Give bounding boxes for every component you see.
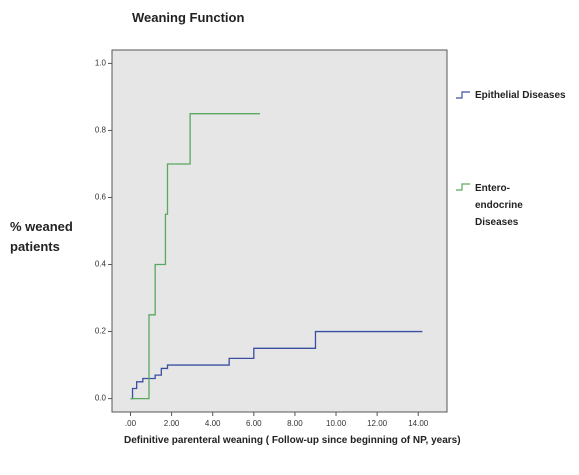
y-axis-label: % weaned patients bbox=[10, 219, 73, 254]
series-line bbox=[130, 113, 260, 400]
legend-label: Entero-endocrine Diseases bbox=[475, 183, 523, 228]
legend-marker bbox=[456, 91, 470, 99]
x-tick-label: 8.00 bbox=[287, 419, 303, 428]
plot-area bbox=[111, 49, 448, 413]
y-tick-label: 0.8 bbox=[95, 126, 107, 135]
x-tick-label: 12.00 bbox=[367, 419, 388, 428]
x-tick-label: 14.00 bbox=[408, 419, 429, 428]
y-tick-label: 0.2 bbox=[95, 327, 107, 336]
y-tick-label: 0.6 bbox=[95, 193, 107, 202]
series-line bbox=[130, 330, 423, 400]
x-tick-label: .00 bbox=[125, 419, 137, 428]
x-axis-label: Definitive parenteral weaning ( Follow-u… bbox=[124, 435, 461, 446]
legend-label: Epithelial Diseases bbox=[475, 90, 566, 101]
y-tick-label: 0.4 bbox=[95, 260, 107, 269]
x-tick-label: 2.00 bbox=[164, 419, 180, 428]
x-tick-label: 4.00 bbox=[205, 419, 221, 428]
y-tick-label: 0.0 bbox=[95, 394, 107, 403]
chart-title: Weaning Function bbox=[132, 10, 245, 25]
x-tick-label: 10.00 bbox=[326, 419, 347, 428]
x-tick-label: 6.00 bbox=[246, 419, 262, 428]
y-tick-label: 1.0 bbox=[95, 59, 107, 68]
legend-marker bbox=[456, 183, 470, 191]
